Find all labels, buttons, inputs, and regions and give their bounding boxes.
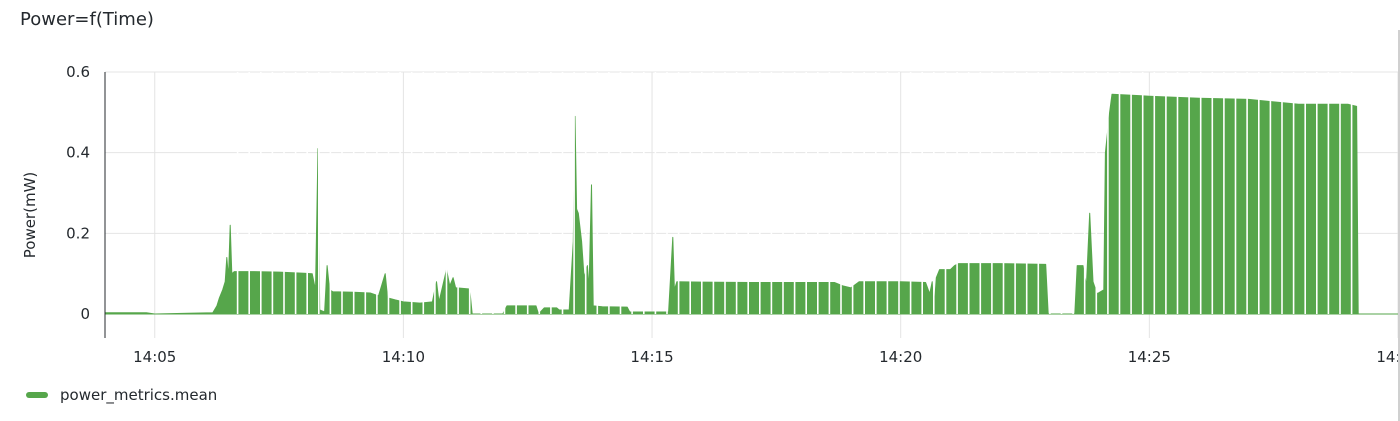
chart-legend[interactable]: power_metrics.mean	[26, 386, 217, 404]
y-axis-title: Power(mW)	[21, 172, 39, 259]
panel-title: Power=f(Time)	[20, 9, 154, 30]
x-tick-label: 14:20	[879, 348, 922, 366]
x-tick-label: 14:25	[1128, 348, 1171, 366]
y-tick-label: 0	[80, 305, 90, 323]
x-tick-label: 14:15	[630, 348, 673, 366]
y-tick-label: 0.2	[66, 224, 90, 242]
y-tick-label: 0.6	[66, 63, 90, 81]
x-tick-label: 14:10	[382, 348, 425, 366]
y-tick-label: 0.4	[66, 144, 90, 162]
legend-color-swatch	[26, 392, 48, 398]
panel-divider	[1398, 30, 1400, 421]
series-area-power-metrics-mean	[104, 93, 1399, 315]
x-tick-label: 14:30	[1376, 348, 1400, 366]
x-tick-label: 14:05	[133, 348, 176, 366]
series-sample-gaps	[236, 72, 1353, 314]
legend-item-label[interactable]: power_metrics.mean	[60, 386, 218, 404]
